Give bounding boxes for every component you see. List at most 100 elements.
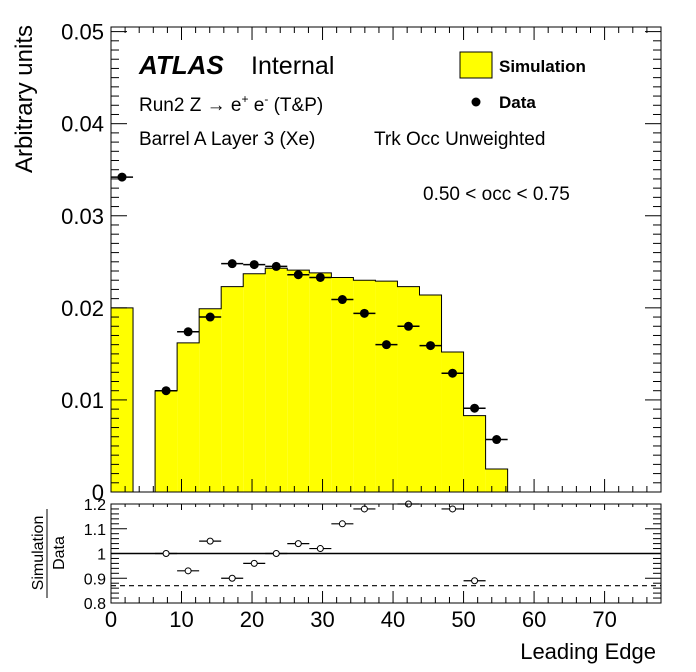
simulation-bar <box>485 468 508 492</box>
ratio-point <box>294 540 302 548</box>
data-point <box>448 368 458 378</box>
ratio-point <box>250 559 258 567</box>
simulation-bar <box>353 280 376 492</box>
ratio-y-tick-label: 0.8 <box>84 596 106 613</box>
weighting-label: Trk Occ Unweighted <box>374 129 545 150</box>
data-point <box>249 260 259 270</box>
ratio-points <box>155 500 486 585</box>
x-tick-label: 10 <box>169 607 193 632</box>
data-point <box>293 270 303 280</box>
y-tick-label: 0.01 <box>61 388 104 413</box>
ratio-point <box>184 567 192 575</box>
ratio-point <box>228 574 236 582</box>
atlas-label: ATLAS <box>138 50 224 80</box>
simulation-bar <box>309 272 332 492</box>
ratio-y-ticks <box>111 503 661 604</box>
data-point <box>470 403 480 413</box>
simulation-bar <box>441 352 464 492</box>
process-charge-2: - <box>264 92 268 106</box>
main-y-tick-labels: 0 0.01 0.02 0.03 0.04 0.05 <box>61 20 104 505</box>
data-point <box>271 261 281 271</box>
ratio-point <box>162 550 170 557</box>
data-point <box>426 341 436 351</box>
region-label: Barrel A Layer 3 (Xe) <box>139 129 315 150</box>
simulation-bar <box>177 342 200 492</box>
legend-simulation-swatch <box>459 51 493 79</box>
data-point <box>205 312 215 322</box>
ratio-point <box>338 520 346 528</box>
data-point <box>315 272 325 282</box>
simulation-bar <box>331 277 354 492</box>
process-lepton-1: e <box>226 95 242 116</box>
simulation-bar <box>199 308 222 492</box>
y-tick-label: 0.02 <box>61 296 104 321</box>
main-plot-panel: 0 0.01 0.02 0.03 0.04 0.05 Arbitrary units AT… <box>11 20 662 505</box>
x-axis-title: Leading Edge <box>520 639 656 664</box>
x-tick-label: 30 <box>310 607 334 632</box>
simulation-bar <box>155 390 178 492</box>
y-tick-label: 0.04 <box>61 112 104 137</box>
process-prefix: Run2 Z <box>139 95 207 116</box>
process-label: Run2 Z → e+ e- (T&P) <box>139 92 323 116</box>
ratio-y-tick-label: 0.9 <box>84 571 106 588</box>
simulation-bar <box>287 270 310 492</box>
x-tick-label: 20 <box>240 607 264 632</box>
data-point <box>403 321 413 331</box>
data-point <box>359 308 369 318</box>
ratio-point <box>206 537 214 545</box>
legend-data-marker <box>471 97 481 107</box>
occupancy-label: 0.50 < occ < 0.75 <box>423 184 570 205</box>
simulation-bar <box>265 268 288 492</box>
legend: Simulation Data <box>459 51 586 112</box>
ratio-point <box>471 577 479 585</box>
data-point <box>381 340 391 350</box>
x-tick-label: 70 <box>592 607 616 632</box>
ratio-point <box>272 550 280 557</box>
simulation-bar <box>463 415 486 492</box>
x-tick-label: 0 <box>105 607 117 632</box>
y-axis-title: Arbitrary units <box>11 25 38 173</box>
main-y-ticks <box>111 31 661 493</box>
ratio-y-tick-label: 1.1 <box>84 522 106 539</box>
simulation-histogram <box>111 268 508 492</box>
ratio-y-tick-label: 1 <box>97 547 106 564</box>
ratio-point <box>316 545 324 553</box>
data-point <box>337 295 347 305</box>
ratio-x-tick-labels: 0 10 20 30 40 50 60 70 <box>105 607 617 632</box>
y-tick-label: 0 <box>92 480 104 505</box>
data-points <box>111 172 508 445</box>
simulation-bar <box>397 286 420 492</box>
ratio-y-denominator: Data <box>51 536 68 570</box>
x-tick-label: 40 <box>381 607 405 632</box>
ratio-point <box>449 505 457 513</box>
ratio-plot-panel: 0.8 0.9 1 1.1 1.2 0 10 20 30 40 50 60 70 Simulation… <box>30 497 662 664</box>
x-tick-label: 50 <box>451 607 475 632</box>
x-tick-label: 60 <box>522 607 546 632</box>
data-point <box>183 327 193 337</box>
data-point <box>492 435 502 445</box>
ratio-y-tick-label: 1.2 <box>84 497 106 514</box>
main-plot-frame <box>110 26 662 493</box>
process-suffix: (T&P) <box>268 95 323 116</box>
process-arrow: → <box>207 95 226 116</box>
main-x-ticks <box>110 27 662 492</box>
legend-data-label: Data <box>499 93 536 112</box>
legend-simulation-label: Simulation <box>499 57 586 76</box>
simulation-outline <box>110 267 509 493</box>
data-point <box>161 386 171 396</box>
y-tick-label: 0.03 <box>61 204 104 229</box>
y-tick-label: 0.05 <box>61 20 104 45</box>
internal-label: Internal <box>251 52 334 80</box>
data-point <box>117 172 127 182</box>
simulation-bar <box>221 286 244 492</box>
simulation-bar <box>375 281 398 492</box>
simulation-bar <box>419 294 442 492</box>
ratio-reference-lines <box>111 552 661 587</box>
process-lepton-2: e <box>248 95 264 116</box>
ratio-y-numerator: Simulation <box>30 516 47 591</box>
simulation-step-line <box>110 267 509 493</box>
simulation-bar <box>243 273 266 492</box>
ratio-y-tick-labels: 0.8 0.9 1 1.1 1.2 <box>84 497 106 613</box>
process-charge-1: + <box>241 92 248 106</box>
